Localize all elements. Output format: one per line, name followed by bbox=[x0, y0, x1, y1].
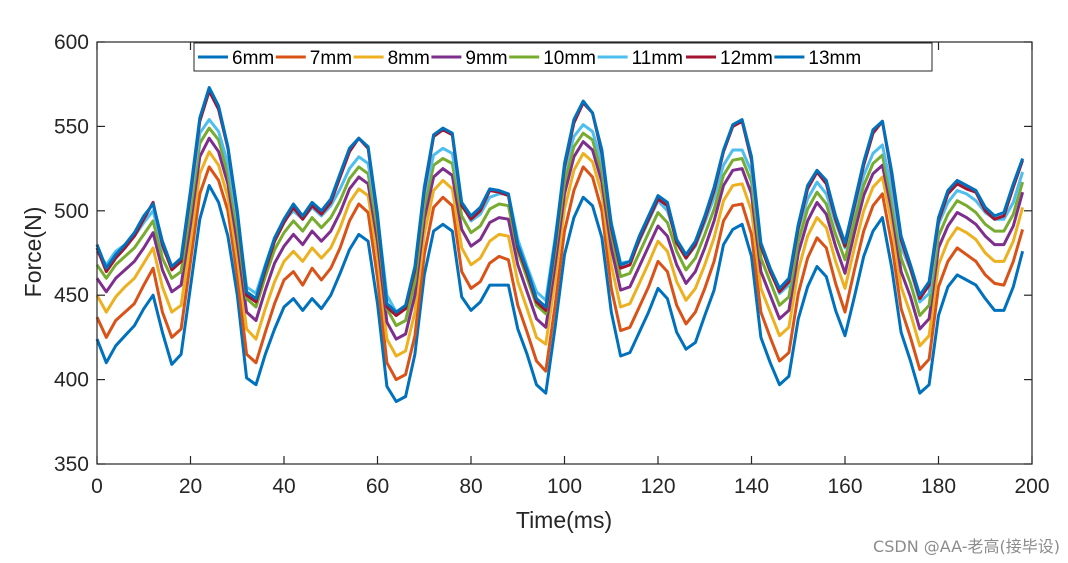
y-tick-label: 500 bbox=[54, 200, 89, 223]
y-tick-label: 400 bbox=[54, 369, 89, 392]
axes-layer: 0 20 40 60 80 100 120 140 160 180 200 350 400 450 500 5… bbox=[54, 31, 1050, 498]
y-axis-label: Force(N) bbox=[20, 207, 46, 298]
legend-label-7mm: 7mm bbox=[310, 48, 352, 69]
legend-box bbox=[193, 42, 933, 72]
legend-label-6mm: 6mm bbox=[232, 48, 274, 69]
legend-label-8mm: 8mm bbox=[388, 48, 430, 69]
series-line-13mm bbox=[95, 86, 1025, 314]
x-tick-label: 20 bbox=[179, 475, 202, 498]
legend-label-12mm: 12mm bbox=[720, 48, 773, 69]
legend-label-9mm: 9mm bbox=[465, 48, 507, 69]
x-tick-label: 120 bbox=[640, 475, 675, 498]
series-layer bbox=[95, 86, 1025, 403]
series-line-8mm bbox=[95, 150, 1025, 358]
x-tick-label: 180 bbox=[921, 475, 956, 498]
x-tick-label: 40 bbox=[272, 475, 295, 498]
series-line-9mm bbox=[95, 136, 1025, 341]
y-tick-label: 450 bbox=[54, 284, 89, 307]
y-tick-label: 350 bbox=[54, 453, 89, 476]
x-tick-label: 100 bbox=[547, 475, 582, 498]
legend-label-13mm: 13mm bbox=[808, 48, 861, 69]
x-tick-label: 60 bbox=[366, 475, 389, 498]
watermark-text: CSDN @AA-老高(接毕设) bbox=[873, 537, 1060, 556]
series-line-6mm bbox=[95, 184, 1025, 403]
legend-label-11mm: 11mm bbox=[632, 48, 683, 69]
series-line-7mm bbox=[95, 165, 1025, 382]
y-tick-label: 550 bbox=[54, 115, 89, 138]
y-tick-label: 600 bbox=[54, 31, 89, 54]
legend: 6mm 7mm 8mm 9mm 10mm 11mm 12mm 13mm bbox=[193, 42, 933, 72]
x-tick-label: 200 bbox=[1014, 475, 1049, 498]
x-tick-label: 140 bbox=[734, 475, 769, 498]
legend-label-10mm: 10mm bbox=[543, 48, 596, 69]
x-tick-label: 0 bbox=[91, 475, 103, 498]
x-tick-label: 160 bbox=[827, 475, 862, 498]
x-tick-label: 80 bbox=[459, 475, 482, 498]
x-axis-label: Time(ms) bbox=[516, 507, 612, 533]
